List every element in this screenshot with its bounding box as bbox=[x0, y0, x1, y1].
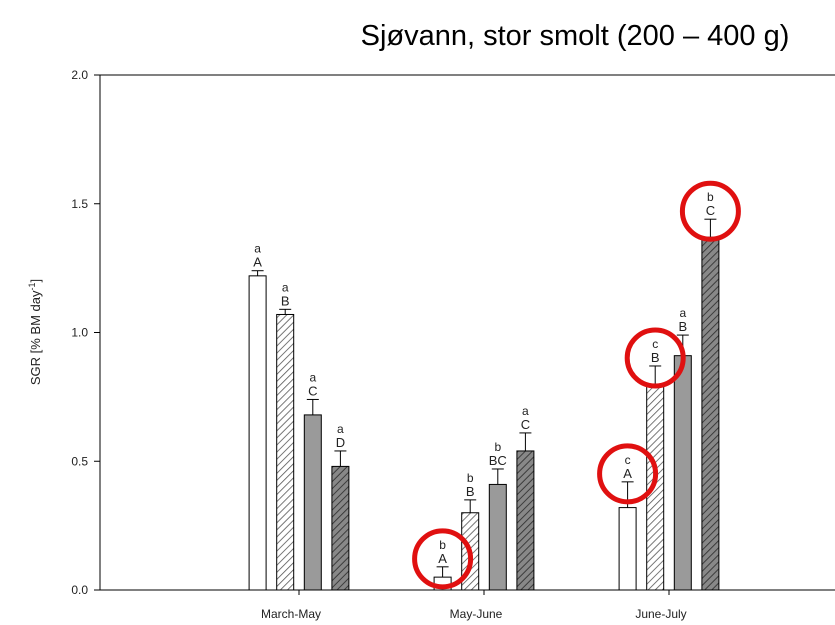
y-tick-label: 1.5 bbox=[71, 197, 88, 211]
letter-upper: B bbox=[678, 319, 687, 334]
letter-upper: B bbox=[651, 350, 660, 365]
highlight-circle bbox=[412, 528, 474, 590]
bar bbox=[618, 507, 637, 591]
letter-lower: b bbox=[494, 440, 501, 454]
y-tick-label: 1.0 bbox=[71, 326, 88, 340]
bar bbox=[673, 355, 692, 591]
bar bbox=[701, 236, 720, 591]
letter-lower: a bbox=[679, 306, 686, 320]
letter-upper: B bbox=[281, 293, 290, 308]
y-label-end: ] bbox=[28, 279, 43, 283]
y-tick-label: 0.5 bbox=[71, 454, 88, 468]
letter-upper: A bbox=[623, 466, 632, 481]
letter-lower: b bbox=[707, 190, 714, 204]
letter-upper: A bbox=[253, 255, 262, 270]
y-label-sup: -1 bbox=[27, 282, 37, 290]
y-tick-label: 2.0 bbox=[71, 68, 88, 82]
letter-upper: B bbox=[466, 484, 475, 499]
letter-upper: A bbox=[438, 551, 447, 566]
highlight-circle bbox=[679, 180, 741, 242]
letter-lower: b bbox=[467, 471, 474, 485]
y-label-text: SGR [% BM day bbox=[28, 290, 43, 385]
letter-lower: a bbox=[254, 242, 261, 256]
bar bbox=[331, 465, 350, 591]
y-tick-label: 0.0 bbox=[71, 583, 88, 597]
bar bbox=[303, 414, 322, 591]
letter-upper: C bbox=[521, 417, 530, 432]
letter-lower: c bbox=[625, 453, 631, 467]
letter-upper: C bbox=[706, 203, 715, 218]
bar bbox=[276, 313, 295, 591]
letter-lower: b bbox=[439, 538, 446, 552]
letter-lower: a bbox=[282, 280, 289, 294]
highlight-circle bbox=[597, 443, 659, 505]
letter-lower: a bbox=[309, 370, 316, 384]
letter-lower: a bbox=[337, 422, 344, 436]
letter-lower: a bbox=[522, 404, 529, 418]
chart-title: Sjøvann, stor smolt (200 – 400 g) bbox=[361, 20, 790, 52]
highlight-circle bbox=[624, 327, 686, 389]
y-axis-label: SGR [% BM day-1] bbox=[27, 279, 43, 385]
bar bbox=[488, 483, 507, 591]
x-tick-label: May-June bbox=[450, 607, 503, 621]
letter-upper: C bbox=[308, 383, 317, 398]
x-tick-label: June-July bbox=[635, 607, 686, 621]
letter-lower: c bbox=[652, 337, 658, 351]
bar bbox=[248, 275, 267, 591]
x-tick-label: March-May bbox=[261, 607, 321, 621]
bar bbox=[516, 450, 535, 591]
letter-upper: BC bbox=[489, 453, 507, 468]
letter-upper: D bbox=[336, 435, 345, 450]
